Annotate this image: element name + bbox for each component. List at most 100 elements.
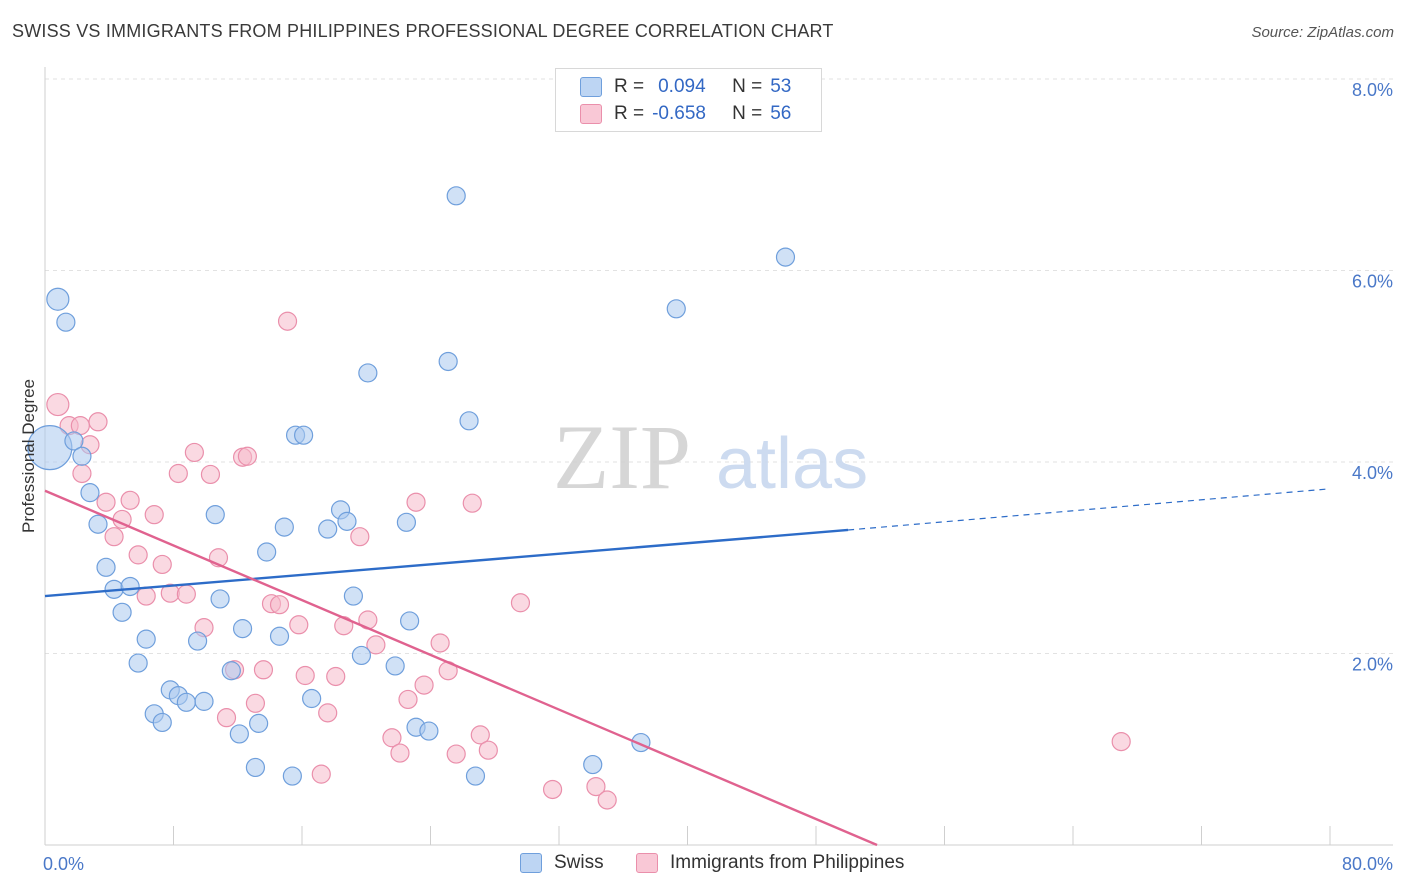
swiss-point — [274, 517, 294, 537]
philippines-point — [136, 586, 156, 606]
philippines-point — [366, 635, 386, 655]
swiss-point — [96, 557, 116, 577]
x-tick-max: 80.0% — [1342, 854, 1393, 874]
legend-item-swiss[interactable]: Swiss — [520, 852, 604, 874]
swiss-point — [205, 505, 225, 525]
swiss-point — [88, 514, 108, 534]
y-tick-label: 4.0% — [1352, 463, 1393, 483]
swiss-point — [176, 692, 196, 712]
swiss-point — [229, 724, 249, 744]
legend-n-value: 56 — [770, 103, 792, 124]
grid-lines — [45, 78, 1393, 654]
philippines-point — [144, 505, 164, 525]
swiss-point — [343, 586, 363, 606]
legend-r-label: R = — [614, 103, 645, 124]
philippines-point — [72, 463, 92, 484]
swiss-point — [396, 512, 417, 532]
philippines-point — [253, 660, 274, 680]
legend-row-swiss: R = 0.094 N = 53 — [580, 75, 791, 99]
swiss-point — [459, 411, 479, 431]
philippines-point — [542, 779, 563, 800]
philippines-point — [478, 740, 498, 760]
swiss-point — [152, 712, 172, 733]
trend-lines — [44, 488, 1331, 847]
philippines-point — [269, 595, 290, 615]
swiss-point — [136, 629, 156, 649]
swiss-point — [187, 631, 208, 651]
swiss-point — [120, 576, 140, 597]
philippines-point — [406, 492, 426, 512]
swiss-point — [232, 619, 253, 639]
series-philippines-points — [46, 311, 1131, 810]
philippines-swatch — [636, 853, 658, 873]
swiss-trend-line — [44, 528, 849, 598]
legend-label-philippines: Immigrants from Philippines — [670, 852, 905, 873]
legend-r-label: R = — [614, 76, 645, 97]
philippines-point — [597, 790, 617, 810]
philippines-point — [1111, 731, 1131, 752]
legend-item-philippines[interactable]: Immigrants from Philippines — [636, 852, 904, 874]
philippines-point — [104, 527, 124, 547]
philippines-point — [176, 584, 196, 604]
philippines-point — [295, 665, 315, 686]
swiss-point — [80, 483, 100, 503]
philippines-point — [88, 412, 108, 432]
philippines-point — [96, 492, 116, 512]
swiss-point — [46, 287, 70, 311]
legend-row-philippines: R = -0.658 N = 56 — [580, 102, 791, 126]
swiss-point — [446, 186, 466, 206]
swiss-swatch — [580, 77, 602, 97]
philippines-point — [350, 527, 370, 547]
philippines-point — [390, 743, 410, 763]
swiss-point — [351, 645, 372, 666]
philippines-point — [382, 728, 402, 748]
philippines-point — [430, 633, 450, 653]
swiss-point — [583, 754, 603, 775]
stats-legend: R = 0.094 N = 53 R = -0.658 N = 56 — [555, 68, 822, 132]
swiss-point — [465, 766, 486, 786]
swiss-point — [221, 661, 241, 681]
philippines-point — [414, 675, 434, 695]
philippines-point — [398, 689, 418, 710]
swiss-swatch — [520, 853, 542, 873]
series-legend: Swiss Immigrants from Philippines — [0, 852, 1406, 878]
philippines-point — [46, 392, 70, 417]
y-tick-label: 8.0% — [1352, 80, 1393, 100]
watermark-zip: ZIP — [553, 406, 691, 508]
swiss-point — [358, 363, 378, 383]
chart-title: SWISS VS IMMIGRANTS FROM PHILIPPINES PRO… — [12, 21, 834, 41]
x-tick-min: 0.0% — [43, 854, 84, 874]
philippines-point — [470, 725, 490, 745]
y-tick-label: 6.0% — [1352, 272, 1393, 292]
swiss-trend-extension — [848, 488, 1331, 531]
y-tick-labels: 8.0% 6.0% 4.0% 2.0% — [1352, 80, 1393, 675]
swiss-point — [194, 691, 214, 711]
philippines-point — [237, 446, 257, 466]
philippines-point — [586, 776, 606, 797]
philippines-point — [168, 463, 188, 484]
swiss-point — [666, 299, 686, 319]
watermark-atlas: atlas — [716, 424, 868, 504]
swiss-point — [385, 656, 405, 676]
y-tick-label: 2.0% — [1352, 655, 1393, 675]
philippines-point — [289, 615, 309, 635]
legend-label-swiss: Swiss — [554, 852, 604, 873]
philippines-point — [446, 744, 466, 764]
swiss-point — [56, 312, 76, 332]
swiss-point — [282, 766, 302, 786]
swiss-point — [294, 425, 314, 445]
swiss-point — [775, 247, 796, 267]
watermark: ZIP atlas — [553, 406, 868, 508]
legend-n-label: N = — [732, 76, 763, 97]
philippines-point — [152, 554, 172, 575]
swiss-point — [210, 589, 230, 609]
philippines-point — [462, 493, 482, 513]
philippines-swatch — [580, 104, 602, 124]
philippines-point — [128, 545, 148, 565]
swiss-point — [257, 542, 277, 562]
swiss-point — [419, 721, 439, 741]
philippines-point — [200, 464, 221, 485]
philippines-point — [318, 703, 338, 723]
swiss-point — [337, 511, 357, 531]
